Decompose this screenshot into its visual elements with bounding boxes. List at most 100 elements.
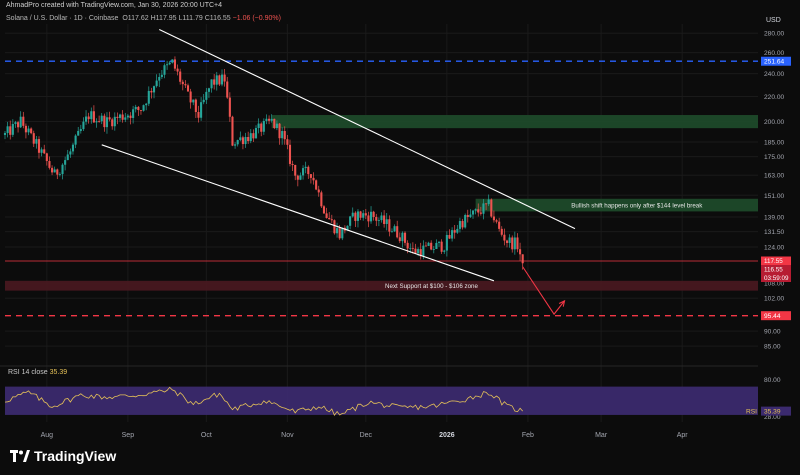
candle-body (207, 88, 210, 92)
candle-body (51, 167, 54, 173)
price-line-label: 251.64 (764, 59, 785, 66)
candle-body (205, 91, 208, 100)
rsi-band (5, 386, 758, 415)
candle-body (134, 106, 137, 110)
candle-body (453, 230, 456, 233)
candle-body (461, 221, 464, 228)
candle-body (396, 226, 399, 238)
candle-body (351, 212, 354, 217)
x-tick-label: Apr (677, 432, 689, 439)
candle-body (482, 203, 485, 214)
y-tick-label: 102.00 (764, 296, 785, 303)
channel-trendline (101, 144, 495, 282)
symbol-legend: Solana / U.S. Dollar · 1D · Coinbase O11… (6, 15, 281, 22)
candle-body (333, 220, 336, 234)
candle-body (513, 237, 516, 250)
rsi-legend: RSI 14 close 35.39 (8, 369, 67, 376)
y-tick-label: 108.00 (764, 281, 785, 288)
y-tick-label: 280.00 (764, 31, 785, 38)
candle-body (215, 75, 218, 85)
candle-body (393, 226, 396, 232)
candle-body (40, 149, 43, 153)
candle-body (82, 121, 85, 130)
candle-body (307, 166, 310, 175)
candle-body (77, 130, 80, 136)
candle-body (367, 215, 370, 222)
candle-body (239, 137, 242, 141)
y-tick-label: 220.00 (764, 94, 785, 101)
candle-body (302, 168, 305, 176)
candle-body (432, 248, 435, 250)
candle-body (100, 115, 103, 122)
candle-body (325, 213, 328, 218)
candle-body (498, 221, 501, 229)
candle-body (456, 228, 459, 233)
candle-body (71, 144, 75, 152)
zone-box (475, 198, 758, 212)
candle-body (61, 164, 64, 175)
x-tick-label: Oct (201, 432, 212, 439)
tradingview-brand[interactable]: TradingView (10, 448, 116, 464)
candle-body (503, 234, 506, 241)
candle-body (430, 242, 433, 250)
candle-body (388, 219, 391, 232)
candle-body (48, 161, 51, 168)
candle-body (223, 74, 226, 82)
candle-body (471, 210, 475, 215)
zone-annotation: Bullish shift happens only after $144 le… (571, 203, 703, 210)
candle-body (427, 242, 430, 246)
candle-body (291, 163, 294, 165)
candle-body (281, 131, 284, 139)
footer (0, 440, 800, 470)
candle-body (354, 212, 357, 221)
candle-body (312, 177, 315, 181)
candle-body (500, 228, 503, 235)
candle-body (56, 169, 59, 175)
candle-body (121, 114, 124, 120)
candle-body (254, 128, 258, 139)
x-tick-label: Mar (595, 432, 608, 439)
candle-body (87, 116, 90, 120)
y-tick-label: 131.50 (764, 229, 785, 236)
zone-box (5, 280, 758, 291)
candle-body (181, 81, 184, 85)
candle-body (304, 166, 307, 169)
candle-body (424, 245, 427, 247)
candle-body (443, 250, 446, 252)
current-price-label: 116.55 (764, 266, 783, 273)
candle-body (35, 139, 38, 144)
candle-body (458, 221, 461, 229)
candle-body (32, 133, 35, 144)
current-price-label: 03:59:09 (764, 275, 789, 282)
candle-body (43, 149, 46, 154)
candle-body (485, 203, 488, 205)
candle-body (511, 237, 514, 250)
candle-body (268, 118, 271, 121)
candle-body (111, 119, 114, 127)
candle-body (155, 80, 158, 87)
candle-body (194, 99, 197, 113)
candle-body (519, 249, 522, 255)
candle-body (466, 214, 469, 218)
candle-body (3, 132, 7, 135)
tradingview-logo-icon (10, 450, 30, 462)
candle-body (464, 214, 467, 228)
candle-body (79, 129, 82, 131)
x-tick-label: Aug (41, 432, 54, 439)
y-tick-label: 90.00 (764, 329, 781, 336)
candle-body (186, 85, 190, 92)
candle-body (11, 123, 14, 135)
candle-body (228, 97, 231, 117)
y-tick-label: 185.00 (764, 139, 785, 146)
x-tick-label: Dec (360, 432, 373, 439)
candle-body (118, 114, 122, 118)
candle-body (495, 220, 498, 222)
candle-body (210, 79, 213, 89)
change-value: −1.06 (−0.90%) (232, 15, 281, 22)
open-value: O117.62 (122, 15, 149, 22)
current-price-label: 117.55 (764, 258, 783, 265)
rsi-axis-tag: RSI (746, 409, 757, 416)
candle-body (234, 144, 237, 146)
